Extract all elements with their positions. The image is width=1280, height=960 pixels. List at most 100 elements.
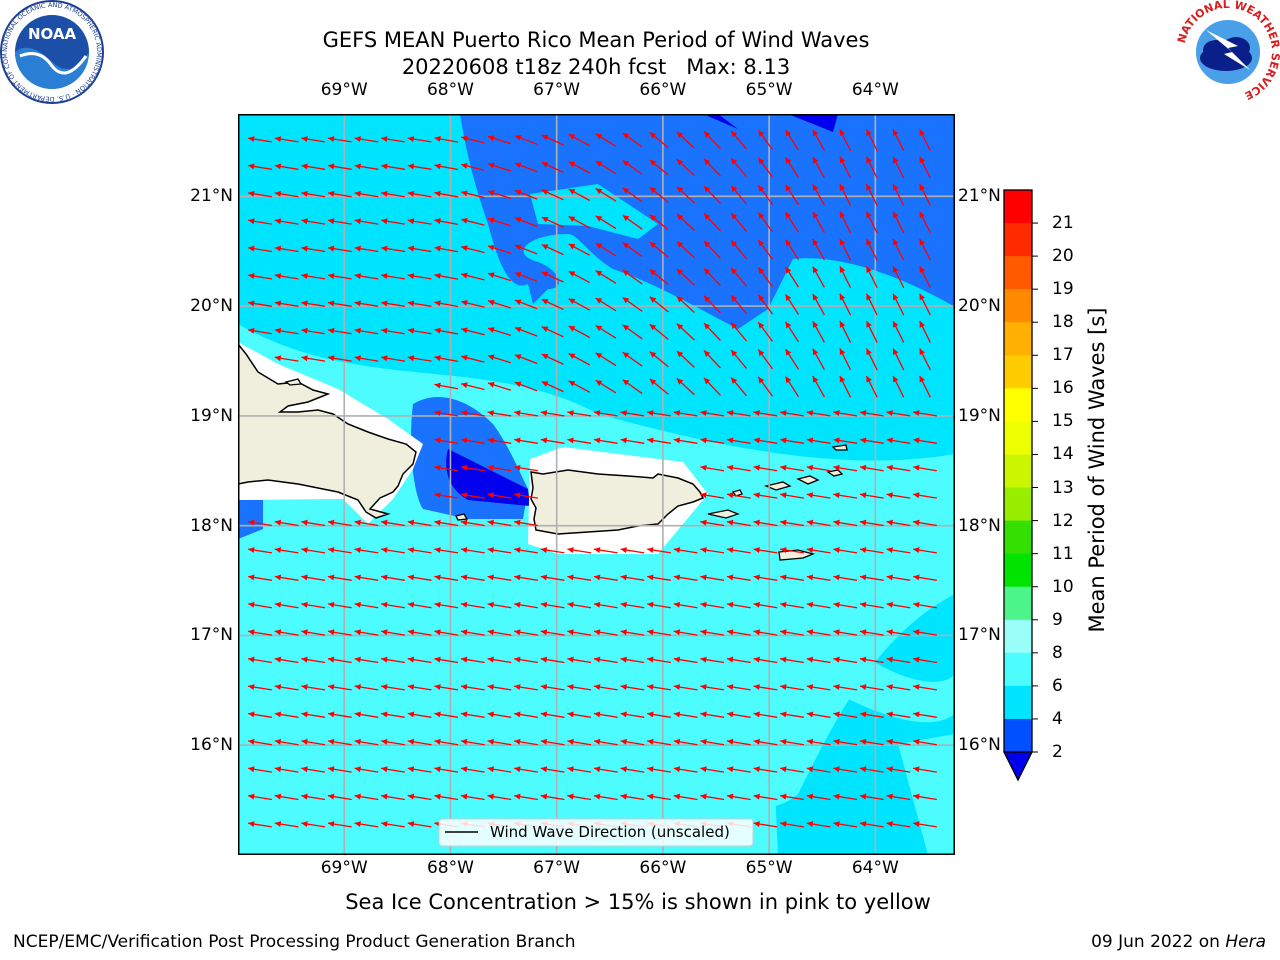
wave-direction-arrow bbox=[726, 437, 751, 444]
wave-direction-arrow bbox=[407, 218, 432, 225]
wave-direction-arrow bbox=[301, 629, 326, 636]
wave-direction-arrow bbox=[780, 738, 804, 746]
wave-direction-arrow bbox=[593, 629, 618, 636]
wave-direction-arrow bbox=[434, 547, 459, 554]
colorbar-tick-label: 6 bbox=[1052, 675, 1063, 696]
wave-direction-arrow bbox=[886, 519, 911, 527]
wave-direction-arrow bbox=[434, 738, 459, 746]
colorbar-segment bbox=[1004, 553, 1032, 588]
wave-direction-arrow bbox=[865, 238, 878, 261]
wave-direction-arrow bbox=[865, 348, 878, 371]
wave-direction-arrow bbox=[859, 656, 884, 664]
wave-direction-arrow bbox=[839, 348, 852, 371]
wave-direction-arrow bbox=[757, 321, 774, 342]
wave-direction-arrow bbox=[620, 738, 645, 746]
wave-direction-arrow bbox=[514, 684, 538, 691]
wave-direction-arrow bbox=[700, 464, 725, 472]
island-tortuga bbox=[284, 378, 303, 386]
wave-direction-arrow bbox=[540, 684, 565, 691]
colorbar-label: Mean Period of Wind Waves [s] bbox=[1085, 307, 1109, 633]
wave-direction-arrow bbox=[460, 382, 485, 391]
wave-direction-arrow bbox=[274, 327, 299, 335]
wave-direction-arrow bbox=[274, 245, 299, 253]
wave-direction-arrow bbox=[381, 684, 405, 691]
wave-direction-arrow bbox=[327, 821, 352, 828]
wave-direction-arrow bbox=[647, 711, 671, 718]
wave-direction-arrow bbox=[700, 684, 725, 691]
wave-direction-arrow bbox=[460, 547, 485, 554]
wave-direction-arrow bbox=[274, 190, 299, 198]
lat-tick-label-right: 16°N bbox=[958, 735, 1001, 756]
wave-direction-arrow bbox=[568, 270, 591, 284]
wave-direction-arrow bbox=[865, 265, 878, 289]
wave-direction-arrow bbox=[757, 294, 774, 315]
wave-direction-arrow bbox=[274, 656, 299, 664]
wave-direction-arrow bbox=[354, 190, 379, 198]
wave-direction-arrow bbox=[700, 519, 725, 527]
wave-period-2-4-upper-tongue bbox=[530, 184, 658, 239]
wave-direction-arrow bbox=[647, 766, 671, 773]
wave-direction-arrow bbox=[327, 547, 352, 554]
wave-direction-arrow bbox=[354, 793, 379, 801]
wave-direction-arrow bbox=[434, 629, 459, 636]
wave-direction-arrow bbox=[514, 711, 538, 718]
wave-direction-arrow bbox=[327, 793, 352, 801]
wave-direction-arrow bbox=[919, 183, 931, 206]
wave-direction-arrow bbox=[514, 410, 538, 417]
wave-direction-arrow bbox=[812, 211, 825, 234]
wave-direction-arrow bbox=[248, 574, 272, 581]
wave-direction-arrow bbox=[434, 382, 459, 390]
lat-tick-label-right: 17°N bbox=[958, 625, 1001, 646]
wave-direction-arrow bbox=[460, 163, 485, 171]
wave-direction-arrow bbox=[541, 161, 564, 174]
wave-direction-arrow bbox=[839, 265, 852, 289]
wave-direction-arrow bbox=[839, 238, 852, 261]
wave-direction-arrow bbox=[460, 492, 485, 499]
wave-direction-arrow bbox=[913, 684, 937, 691]
wave-direction-arrow bbox=[327, 190, 352, 198]
wave-direction-arrow bbox=[568, 161, 591, 174]
wave-direction-arrow bbox=[568, 133, 591, 147]
wave-direction-arrow bbox=[354, 738, 379, 746]
wave-direction-arrow bbox=[487, 464, 512, 472]
lat-tick-label-left: 20°N bbox=[190, 296, 233, 317]
wave-direction-arrow bbox=[833, 738, 858, 746]
colorbar-segment bbox=[1004, 619, 1032, 654]
wave-direction-arrow bbox=[568, 215, 591, 229]
wave-direction-arrow bbox=[620, 629, 645, 636]
wave-direction-arrow bbox=[301, 519, 326, 527]
wave-direction-arrow bbox=[757, 266, 774, 288]
wave-direction-arrow bbox=[700, 437, 725, 444]
wave-direction-arrow bbox=[647, 437, 671, 444]
wave-direction-arrow bbox=[514, 354, 538, 365]
wave-direction-arrow bbox=[726, 629, 751, 636]
lat-tick-label-left: 17°N bbox=[190, 625, 233, 646]
colorbar-segment bbox=[1004, 520, 1032, 555]
wave-direction-arrow bbox=[913, 410, 937, 417]
wave-period-2-4-north bbox=[460, 114, 955, 329]
wave-direction-arrow bbox=[514, 547, 538, 554]
wave-direction-arrow bbox=[806, 492, 831, 499]
wave-direction-arrow bbox=[913, 793, 937, 801]
wave-direction-arrow bbox=[919, 375, 931, 398]
wave-direction-arrow bbox=[460, 437, 485, 444]
wave-direction-arrow bbox=[593, 410, 618, 417]
wave-direction-arrow bbox=[757, 239, 774, 260]
wave-direction-arrow bbox=[784, 156, 800, 178]
wave-period-2-4-west bbox=[238, 500, 263, 539]
wave-direction-arrow bbox=[540, 738, 565, 746]
wave-direction-arrow bbox=[673, 711, 698, 718]
wave-direction-arrow bbox=[833, 684, 858, 691]
wave-direction-arrow bbox=[833, 410, 858, 417]
wave-direction-arrow bbox=[434, 272, 459, 280]
map-fields bbox=[238, 114, 955, 855]
wave-direction-arrow bbox=[460, 684, 485, 691]
wave-direction-arrow bbox=[487, 519, 512, 527]
lat-tick-label-left: 16°N bbox=[190, 735, 233, 756]
wave-direction-arrow bbox=[726, 711, 751, 718]
wave-direction-arrow bbox=[514, 381, 538, 392]
wave-direction-arrow bbox=[726, 601, 751, 609]
island-anegada bbox=[826, 444, 848, 477]
wave-direction-arrow bbox=[487, 217, 512, 227]
colorbar-tick-label: 4 bbox=[1052, 708, 1063, 729]
